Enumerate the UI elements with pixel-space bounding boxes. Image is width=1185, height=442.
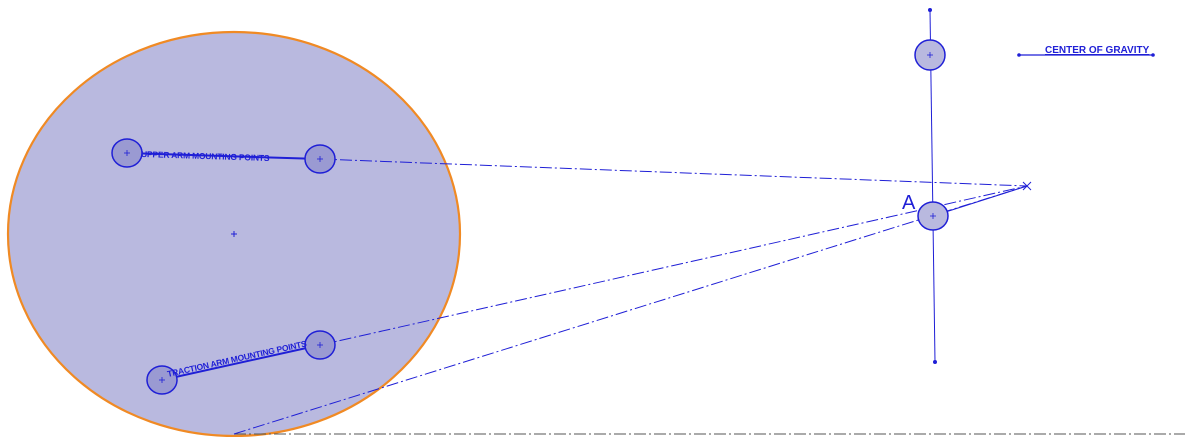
traction-arm-mount-markers	[159, 342, 323, 383]
point-a-label: A	[902, 192, 916, 214]
construction-lines	[233, 158, 1028, 435]
instant-center-to-a-line	[932, 185, 1028, 217]
vertical-axis-bottom-end	[933, 360, 937, 364]
cog-line-end	[1151, 53, 1155, 57]
vertical-axis-top-end	[928, 8, 932, 12]
upper-arm-label: UPPER ARM MOUNTING POINTS	[141, 149, 270, 163]
upper-arm-projection	[319, 158, 1028, 187]
traction-arm-projection	[319, 185, 1028, 346]
contact-patch-projection	[233, 185, 1028, 435]
upper-arm-mount-markers	[124, 150, 323, 162]
center-of-gravity-label: CENTER OF GRAVITY	[1045, 45, 1150, 56]
upper-arm-link	[126, 152, 321, 160]
upper-pivot-marker	[927, 52, 933, 58]
cog-line-start	[1017, 53, 1021, 57]
wheel-center-marker	[231, 231, 237, 237]
traction-arm-link	[161, 344, 321, 381]
point-a-marker	[930, 213, 936, 219]
